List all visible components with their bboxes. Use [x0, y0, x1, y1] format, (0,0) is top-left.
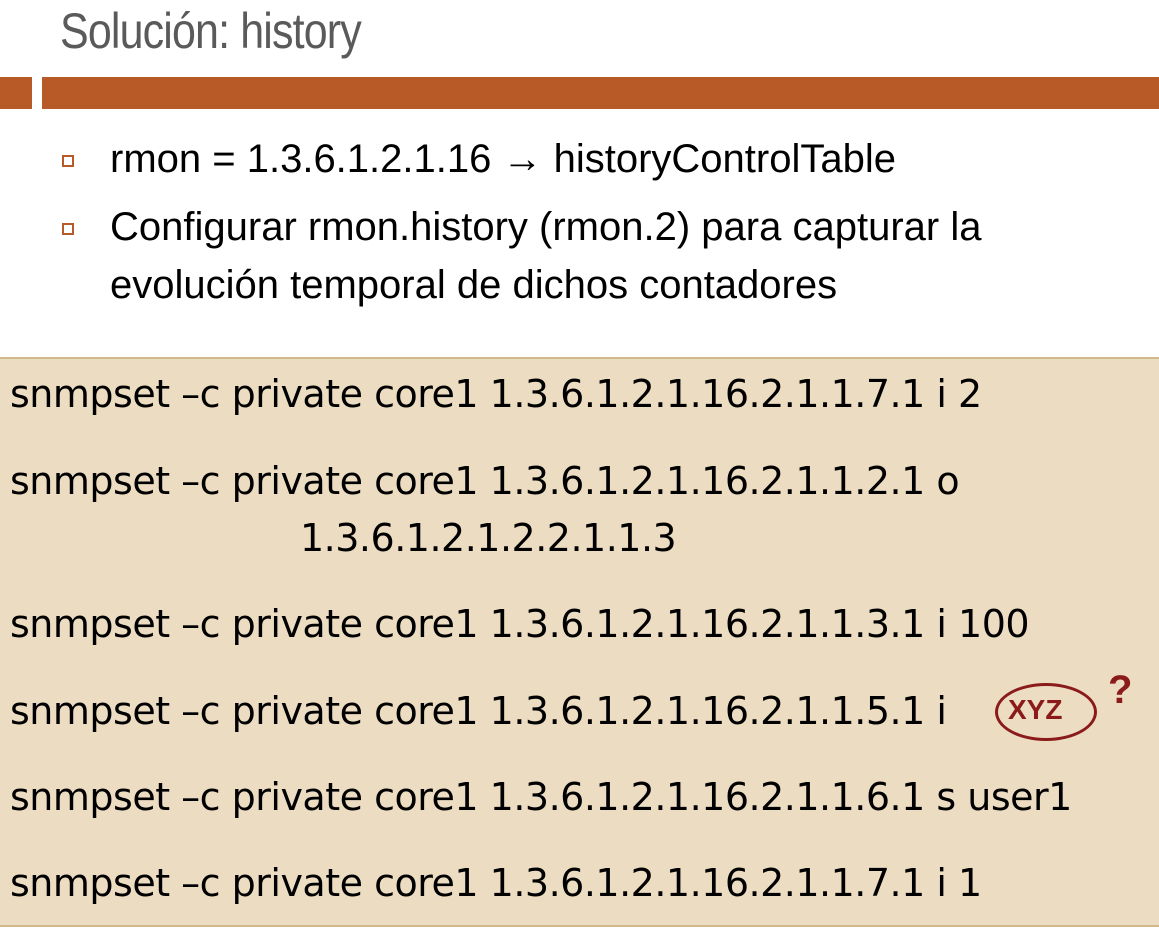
accent-bar	[42, 77, 1159, 109]
bullet-item: Configurar rmon.history (rmon.2) para ca…	[0, 198, 1159, 256]
bullet-list: rmon = 1.3.6.1.2.1.16 → historyControlTa…	[0, 130, 1159, 324]
command-line: snmpset –c private core1 1.3.6.1.2.1.16.…	[10, 861, 982, 905]
command-line: snmpset –c private core1 1.3.6.1.2.1.16.…	[10, 602, 1030, 646]
accent-bar-left	[0, 77, 32, 109]
bullet-text: Configurar rmon.history (rmon.2) para ca…	[110, 205, 982, 249]
annotation-circled-text: XYZ	[1008, 694, 1063, 725]
square-bullet-icon	[62, 155, 74, 167]
square-bullet-icon	[62, 223, 74, 235]
command-line-continuation: 1.3.6.1.2.1.2.2.1.1.3	[300, 516, 677, 560]
command-line: snmpset –c private core1 1.3.6.1.2.1.16.…	[10, 689, 947, 733]
command-line: snmpset –c private core1 1.3.6.1.2.1.16.…	[10, 775, 1072, 819]
bullet-continuation: evolución temporal de dichos contadores	[0, 256, 1159, 314]
bullet-item: rmon = 1.3.6.1.2.1.16 → historyControlTa…	[0, 130, 1159, 188]
bullet-text: rmon = 1.3.6.1.2.1.16 → historyControlTa…	[110, 137, 896, 181]
slide-title: Solución: history	[60, 3, 362, 59]
annotation-ellipse	[995, 683, 1097, 741]
command-line: snmpset –c private core1 1.3.6.1.2.1.16.…	[10, 459, 960, 503]
annotation-question-mark: ?	[1108, 668, 1133, 712]
bullet-text: evolución temporal de dichos contadores	[110, 263, 838, 307]
command-box	[0, 357, 1159, 927]
command-line: snmpset –c private core1 1.3.6.1.2.1.16.…	[10, 372, 982, 416]
